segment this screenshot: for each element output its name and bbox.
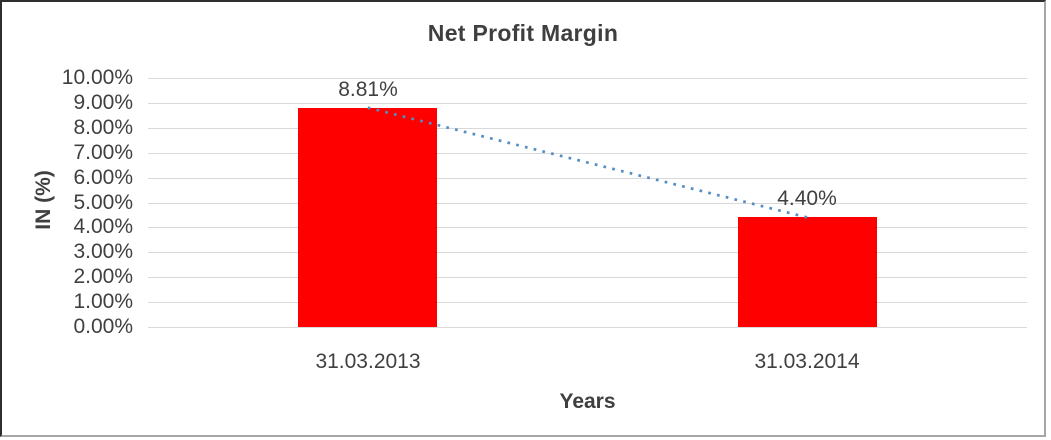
y-axis-tick-label: 2.00% <box>73 265 133 288</box>
gridline <box>148 128 1027 129</box>
x-axis-tick-label: 31.03.2013 <box>315 350 421 373</box>
y-axis-tick-label: 6.00% <box>73 166 133 189</box>
bar-31.03.2013 <box>298 108 437 327</box>
y-axis-tick-label: 3.00% <box>73 240 133 263</box>
x-axis-title: Years <box>559 390 616 413</box>
y-axis-tick-label: 9.00% <box>73 91 133 114</box>
y-axis-tick-label: 4.00% <box>73 215 133 238</box>
gridline <box>148 302 1027 303</box>
y-axis-tick-label: 5.00% <box>73 191 133 214</box>
chart-title: Net Profit Margin <box>427 20 619 46</box>
bar-value-label: 4.40% <box>777 187 837 210</box>
gridline <box>148 327 1027 328</box>
x-axis-tick-label: 31.03.2014 <box>754 350 860 373</box>
gridline <box>148 227 1027 228</box>
bar-31.03.2014 <box>738 217 877 327</box>
gridline <box>148 153 1027 154</box>
gridline <box>148 203 1027 204</box>
gridline <box>148 178 1027 179</box>
gridline <box>148 252 1027 253</box>
y-axis-tick-label: 10.00% <box>61 66 133 89</box>
gridline <box>148 78 1027 79</box>
gridline <box>148 103 1027 104</box>
y-axis-tick-label: 1.00% <box>73 290 133 313</box>
y-axis-tick-label: 7.00% <box>73 141 133 164</box>
gridline <box>148 277 1027 278</box>
y-axis-tick-label: 0.00% <box>73 315 133 338</box>
y-axis-tick-label: 8.00% <box>73 116 133 139</box>
bar-value-label: 8.81% <box>338 78 398 101</box>
